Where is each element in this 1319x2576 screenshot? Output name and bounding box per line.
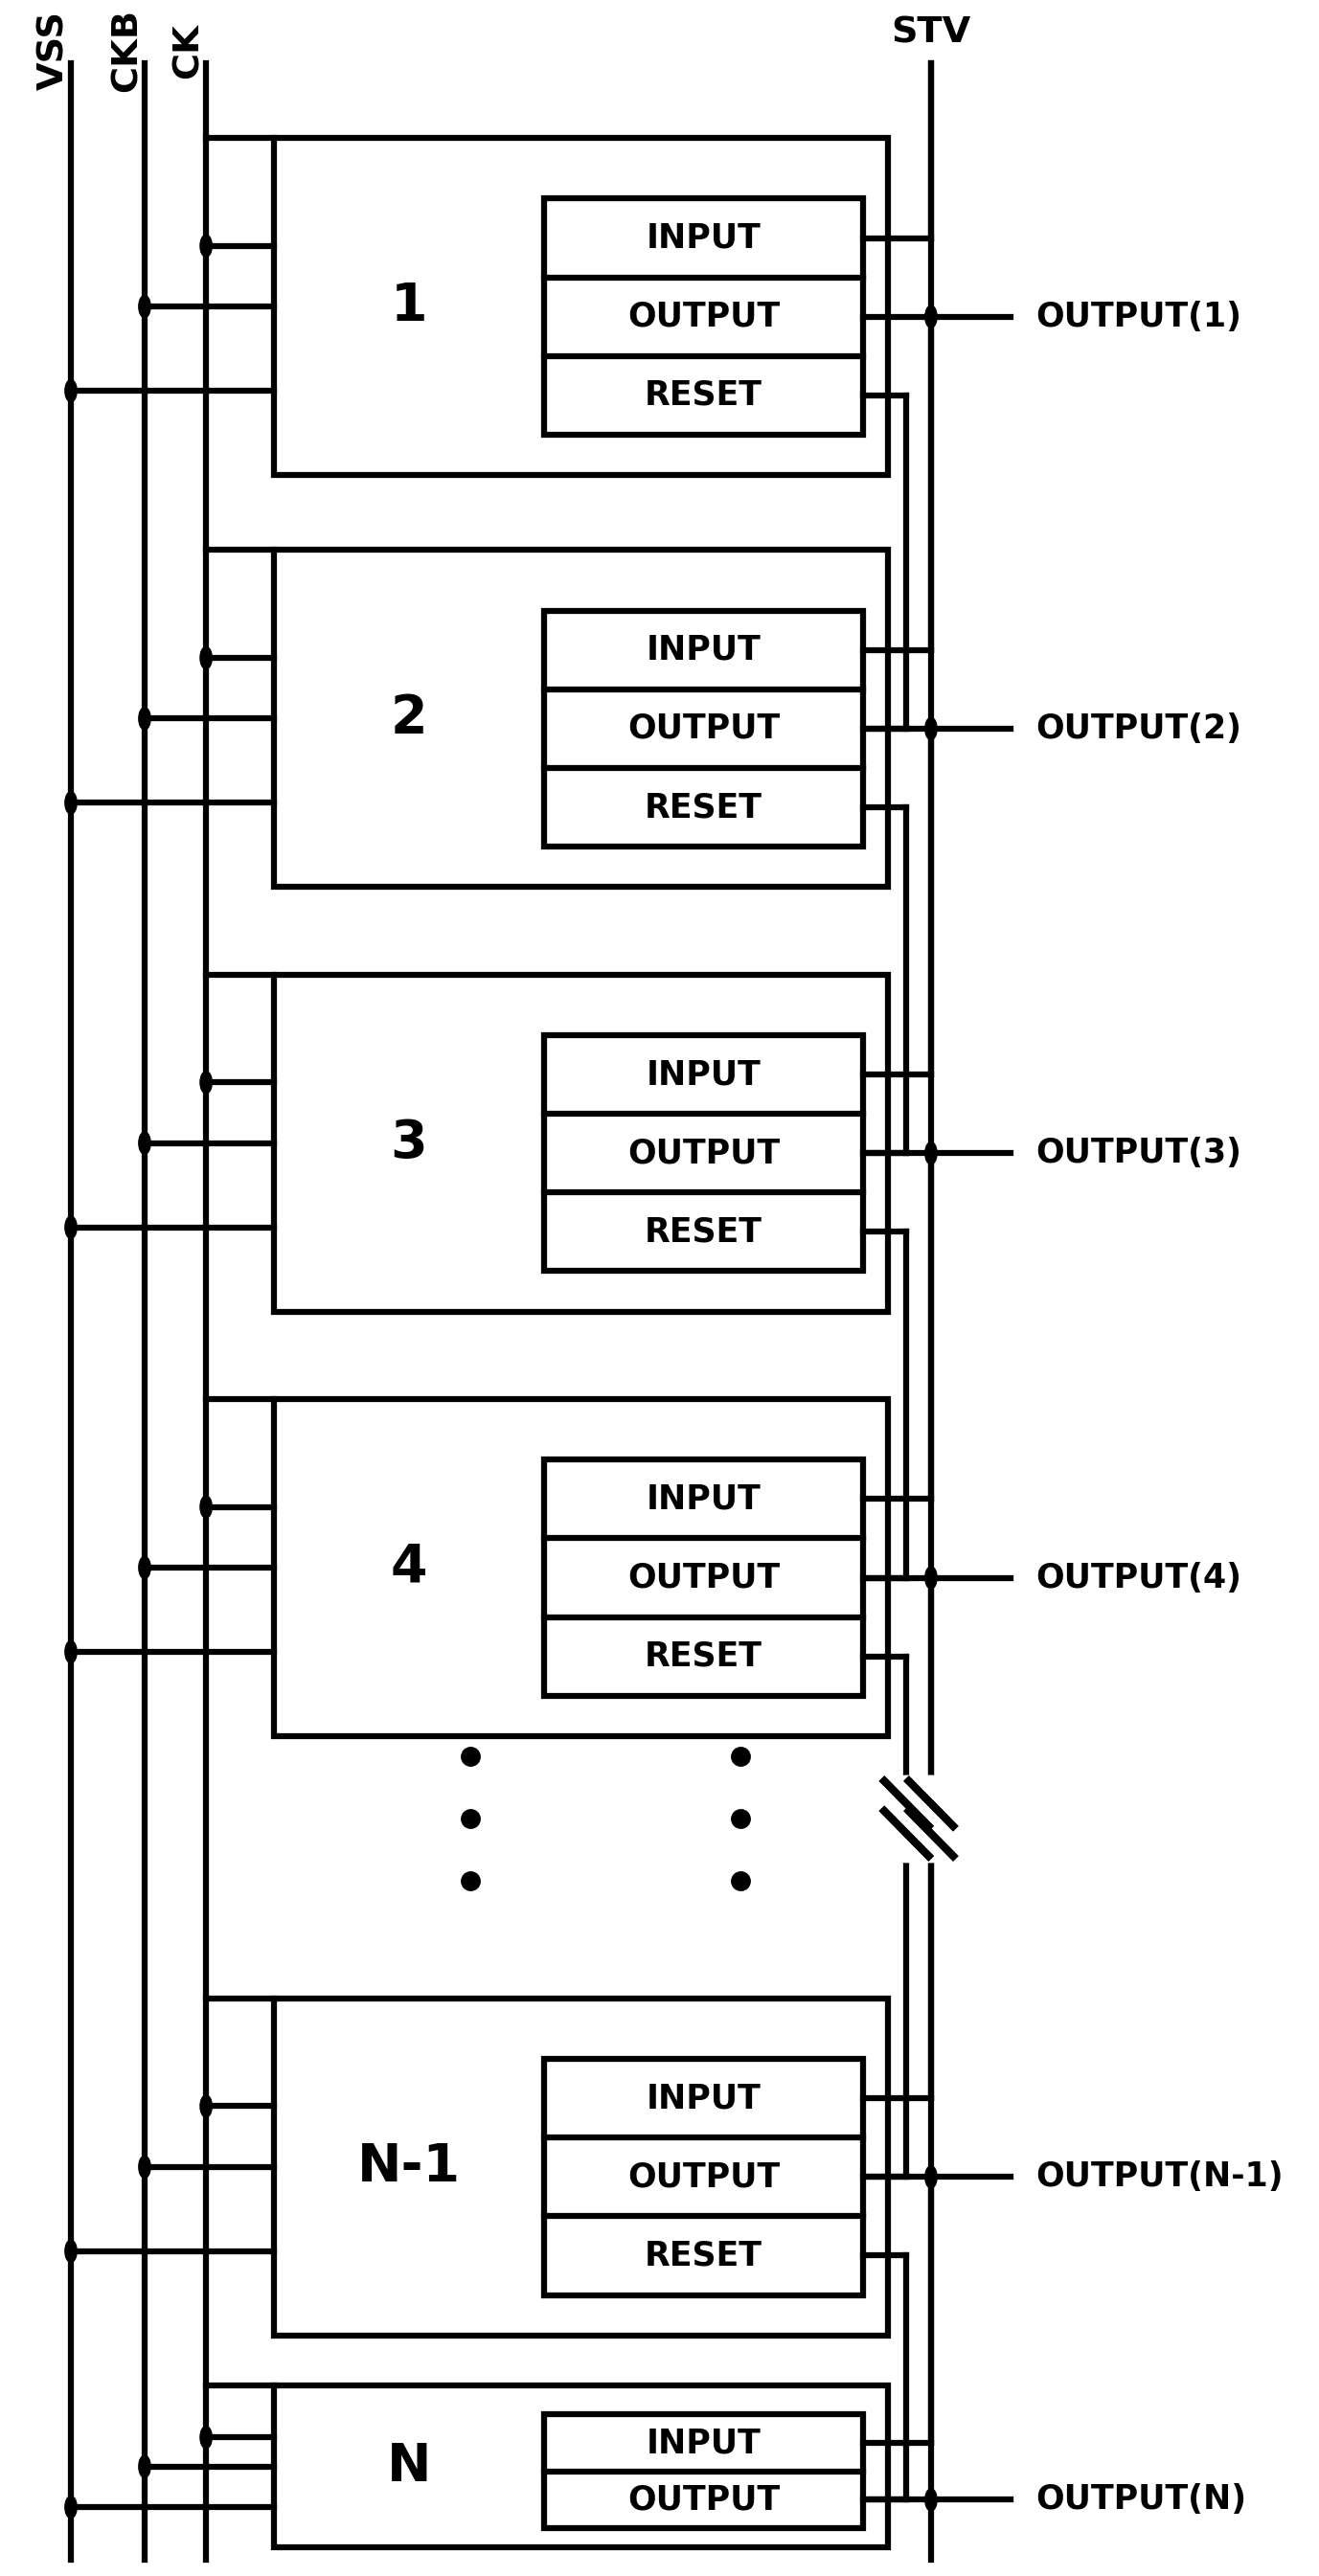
Text: RESET: RESET bbox=[645, 1216, 762, 1249]
Bar bbox=[543, 1036, 863, 1270]
Text: RESET: RESET bbox=[645, 791, 762, 824]
Bar bbox=[273, 1399, 888, 1736]
Circle shape bbox=[200, 1497, 211, 1517]
Text: INPUT: INPUT bbox=[646, 1484, 761, 1515]
Circle shape bbox=[926, 1144, 935, 1164]
Circle shape bbox=[66, 1218, 75, 1236]
Text: 3: 3 bbox=[390, 1118, 427, 1170]
Text: STV: STV bbox=[890, 15, 971, 52]
Text: 4: 4 bbox=[390, 1540, 427, 1595]
Bar bbox=[273, 974, 888, 1311]
Text: INPUT: INPUT bbox=[646, 634, 761, 667]
Bar bbox=[273, 551, 888, 886]
Circle shape bbox=[66, 381, 75, 402]
Circle shape bbox=[926, 1569, 935, 1587]
Text: OUTPUT: OUTPUT bbox=[628, 2483, 780, 2517]
Bar bbox=[543, 2058, 863, 2295]
Text: OUTPUT: OUTPUT bbox=[628, 714, 780, 744]
Text: INPUT: INPUT bbox=[646, 2427, 761, 2460]
Bar bbox=[543, 1461, 863, 1695]
Circle shape bbox=[926, 719, 935, 739]
Text: OUTPUT(N): OUTPUT(N) bbox=[1035, 2483, 1246, 2517]
Circle shape bbox=[200, 649, 211, 667]
Circle shape bbox=[140, 708, 149, 729]
Bar bbox=[543, 198, 863, 435]
Bar bbox=[273, 139, 888, 474]
Text: INPUT: INPUT bbox=[646, 222, 761, 255]
Text: OUTPUT(3): OUTPUT(3) bbox=[1035, 1136, 1241, 1170]
Text: OUTPUT: OUTPUT bbox=[628, 1136, 780, 1170]
Text: 1: 1 bbox=[390, 281, 427, 332]
Circle shape bbox=[66, 793, 75, 814]
Text: OUTPUT(2): OUTPUT(2) bbox=[1035, 714, 1241, 744]
Text: OUTPUT: OUTPUT bbox=[628, 1561, 780, 1595]
Bar bbox=[906, 1775, 955, 1860]
Circle shape bbox=[66, 2241, 75, 2262]
Text: RESET: RESET bbox=[645, 1641, 762, 1672]
Circle shape bbox=[926, 2491, 935, 2509]
Circle shape bbox=[926, 2166, 935, 2187]
Text: VSS: VSS bbox=[37, 10, 71, 90]
Text: OUTPUT: OUTPUT bbox=[628, 2161, 780, 2192]
Circle shape bbox=[200, 1072, 211, 1092]
Text: RESET: RESET bbox=[645, 379, 762, 412]
Bar bbox=[881, 1775, 931, 1860]
Circle shape bbox=[66, 1641, 75, 1662]
Bar bbox=[543, 611, 863, 848]
Text: CKB: CKB bbox=[109, 8, 145, 93]
Circle shape bbox=[200, 2097, 211, 2117]
Text: N-1: N-1 bbox=[357, 2141, 460, 2192]
Circle shape bbox=[140, 2458, 149, 2476]
Text: RESET: RESET bbox=[645, 2239, 762, 2272]
Text: OUTPUT(N-1): OUTPUT(N-1) bbox=[1035, 2161, 1282, 2192]
Circle shape bbox=[140, 2156, 149, 2177]
Text: N: N bbox=[386, 2439, 431, 2494]
Bar bbox=[273, 2385, 888, 2548]
Bar bbox=[543, 2414, 863, 2527]
Text: CK: CK bbox=[171, 23, 206, 77]
Text: OUTPUT(1): OUTPUT(1) bbox=[1035, 301, 1241, 332]
Circle shape bbox=[140, 1133, 149, 1154]
Circle shape bbox=[200, 237, 211, 255]
Text: INPUT: INPUT bbox=[646, 2081, 761, 2115]
Circle shape bbox=[140, 1558, 149, 1577]
Text: INPUT: INPUT bbox=[646, 1059, 761, 1090]
Bar bbox=[273, 1999, 888, 2336]
Circle shape bbox=[66, 2496, 75, 2517]
Circle shape bbox=[200, 2427, 211, 2447]
Text: 2: 2 bbox=[390, 693, 427, 744]
Circle shape bbox=[926, 307, 935, 327]
Text: OUTPUT(4): OUTPUT(4) bbox=[1035, 1561, 1241, 1595]
Text: OUTPUT: OUTPUT bbox=[628, 301, 780, 332]
Circle shape bbox=[140, 296, 149, 317]
